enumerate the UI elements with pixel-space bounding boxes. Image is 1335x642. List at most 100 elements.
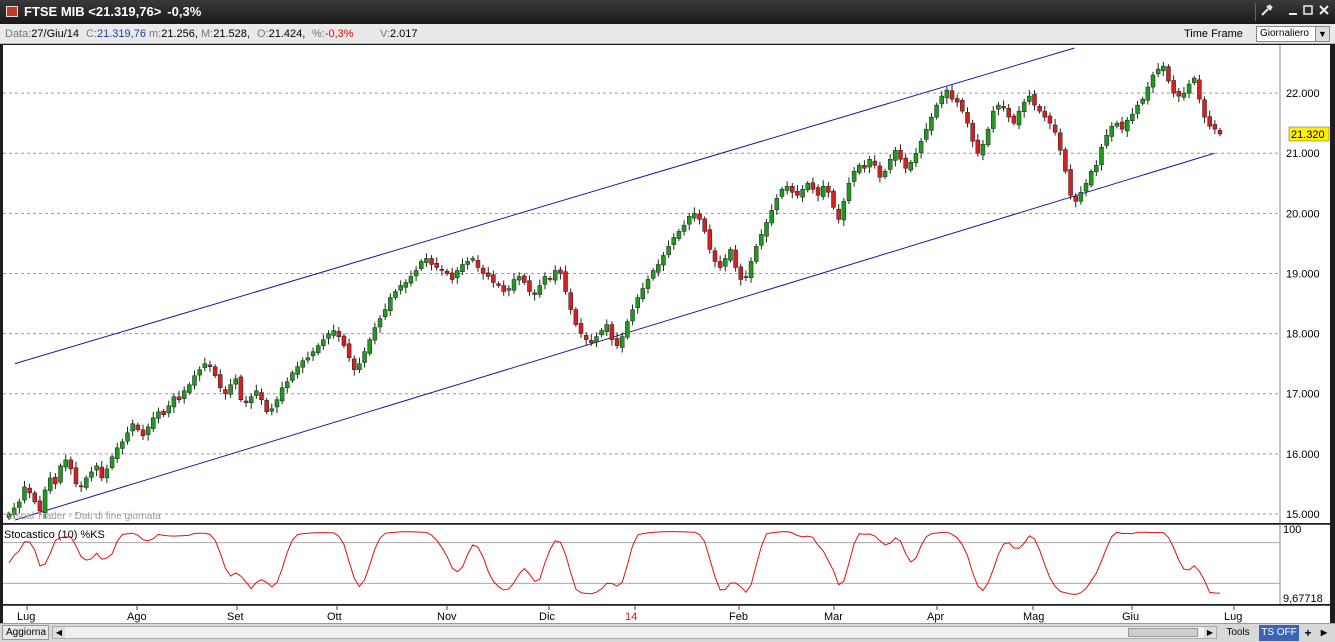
candle-body	[1001, 106, 1006, 109]
date-value: 27/Giu/14	[31, 28, 79, 40]
candle-body	[1150, 74, 1156, 88]
close-icon[interactable]	[1316, 3, 1332, 20]
candle-body	[32, 492, 38, 503]
x-tick-label: Ago	[127, 611, 147, 623]
price-chart[interactable]: 15.000 16.000 17.000 18.000 19.000 20.000 21.0…	[3, 45, 1330, 523]
candle-body	[1161, 65, 1166, 72]
candle-body	[357, 363, 362, 370]
candle-body	[697, 213, 702, 220]
candle-body	[563, 271, 568, 292]
candle-body	[176, 396, 182, 400]
scroll-right-icon[interactable]: ▶	[1204, 627, 1216, 638]
horizontal-scrollbar[interactable]: ◀ ▶	[52, 626, 1217, 639]
candle-body	[42, 489, 48, 514]
candle-body	[264, 400, 269, 413]
candle-body	[872, 160, 877, 166]
candle-body	[728, 249, 733, 261]
candle-body	[1124, 119, 1130, 132]
candle-body	[496, 283, 501, 286]
candle-body	[635, 297, 640, 308]
candle-body	[558, 269, 563, 274]
candle-body	[104, 468, 110, 479]
candle-body	[17, 501, 22, 508]
candle-body	[547, 278, 553, 280]
candle-body	[1109, 125, 1115, 137]
candle-body	[1099, 146, 1104, 165]
candle-body	[388, 297, 393, 312]
candle-body	[295, 366, 300, 375]
stochastic-line	[8, 531, 1221, 596]
x-tick-label: Giu	[1122, 611, 1139, 623]
candle-body	[857, 165, 862, 173]
quote-info-bar: Data:27/Giu/14 C:21.319,76 m:21.256, M:2…	[0, 24, 1335, 44]
minimize-icon[interactable]	[1285, 3, 1301, 20]
candle-body	[1016, 110, 1022, 126]
tools-icon[interactable]	[1259, 3, 1275, 20]
scroll-thumb[interactable]	[1128, 628, 1198, 637]
close-label: C:	[86, 28, 97, 40]
candle-body	[187, 384, 192, 393]
candle-body	[779, 189, 785, 197]
candle-body	[285, 381, 290, 388]
candle-body	[53, 477, 58, 485]
candle-body	[403, 282, 409, 288]
candle-body	[171, 396, 177, 408]
candle-body	[944, 89, 950, 99]
candle-body	[1042, 110, 1048, 118]
candle-body	[614, 338, 620, 346]
candle-body	[552, 270, 558, 281]
volume-field: V:2.017	[380, 28, 418, 40]
y-tick-label: 16.000	[1286, 449, 1320, 461]
candle-body	[846, 183, 852, 201]
candle-body	[1027, 95, 1032, 102]
candle-body	[346, 343, 352, 358]
candle-body	[965, 112, 970, 124]
candle-body	[1063, 149, 1068, 172]
stochastic-chart[interactable]: Stocastico (10) %KS 100 9,67718	[3, 524, 1330, 604]
ts-off-button[interactable]: TS OFF	[1259, 625, 1299, 641]
candle-body	[733, 249, 738, 268]
candle-body	[269, 408, 275, 412]
scroll-left-icon[interactable]: ◀	[53, 627, 65, 638]
timeframe-select[interactable]: Giornaliero ▼	[1256, 26, 1330, 42]
candle-body	[599, 330, 604, 336]
candle-body	[233, 378, 238, 385]
candle-body	[460, 264, 465, 272]
more-options-icon[interactable]: ▶	[1320, 628, 1328, 637]
chevron-down-icon[interactable]: ▼	[1315, 27, 1329, 41]
update-button[interactable]: Aggiorna	[2, 625, 49, 640]
candle-body	[985, 128, 991, 146]
candle-body	[63, 459, 68, 468]
candle-body	[114, 447, 120, 459]
y-tick-label: 17.000	[1286, 389, 1320, 401]
maximize-icon[interactable]	[1300, 3, 1316, 20]
candle-body	[604, 324, 610, 333]
candle-body	[1130, 113, 1135, 122]
candle-body	[764, 222, 769, 237]
x-tick-label: Mag	[1023, 611, 1044, 623]
candle-body	[419, 261, 424, 269]
candle-body	[851, 171, 857, 182]
candle-body	[413, 270, 419, 277]
candle-body	[1068, 169, 1073, 196]
candle-body	[449, 272, 455, 280]
close-value: 21.319,76	[97, 28, 146, 40]
candle-body	[424, 258, 429, 263]
candle-body	[954, 98, 960, 103]
candle-body	[94, 465, 99, 471]
candle-body	[903, 157, 908, 169]
candle-body	[259, 392, 264, 400]
candle-body	[908, 161, 914, 171]
candle-body	[156, 411, 161, 419]
candle-body	[151, 417, 156, 429]
candle-body	[341, 335, 347, 346]
add-button[interactable]: +	[1301, 625, 1315, 641]
title-separator	[1255, 3, 1256, 21]
candle-body	[444, 270, 450, 274]
tools-button[interactable]: Tools	[1218, 625, 1258, 640]
candle-body	[650, 270, 656, 279]
candle-body	[594, 336, 599, 343]
candle-body	[656, 264, 661, 273]
candle-body	[1058, 132, 1063, 151]
instrument-name: FTSE MIB <21.319,76>	[24, 4, 162, 19]
